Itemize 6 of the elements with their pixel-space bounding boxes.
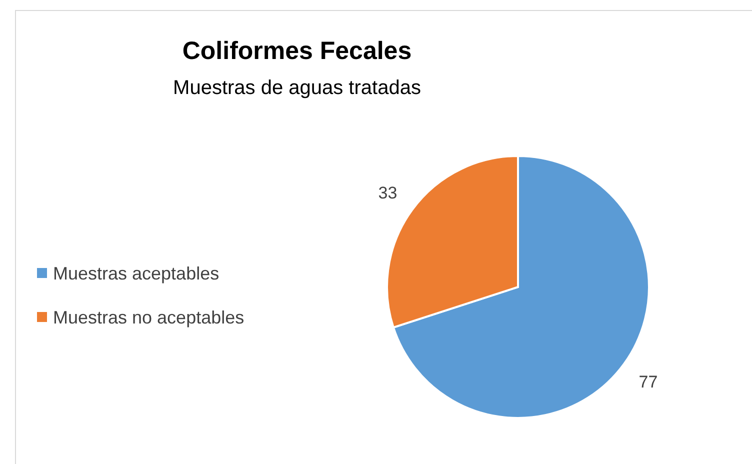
- chart-title: Coliformes Fecales: [182, 37, 412, 65]
- data-label: 33: [378, 183, 398, 202]
- legend-label: Muestras aceptables: [53, 263, 220, 284]
- data-label: 77: [638, 372, 658, 392]
- legend-label: Muestras no aceptables: [53, 307, 244, 328]
- chart-subtitle: Muestras de aguas tratadas: [173, 77, 421, 99]
